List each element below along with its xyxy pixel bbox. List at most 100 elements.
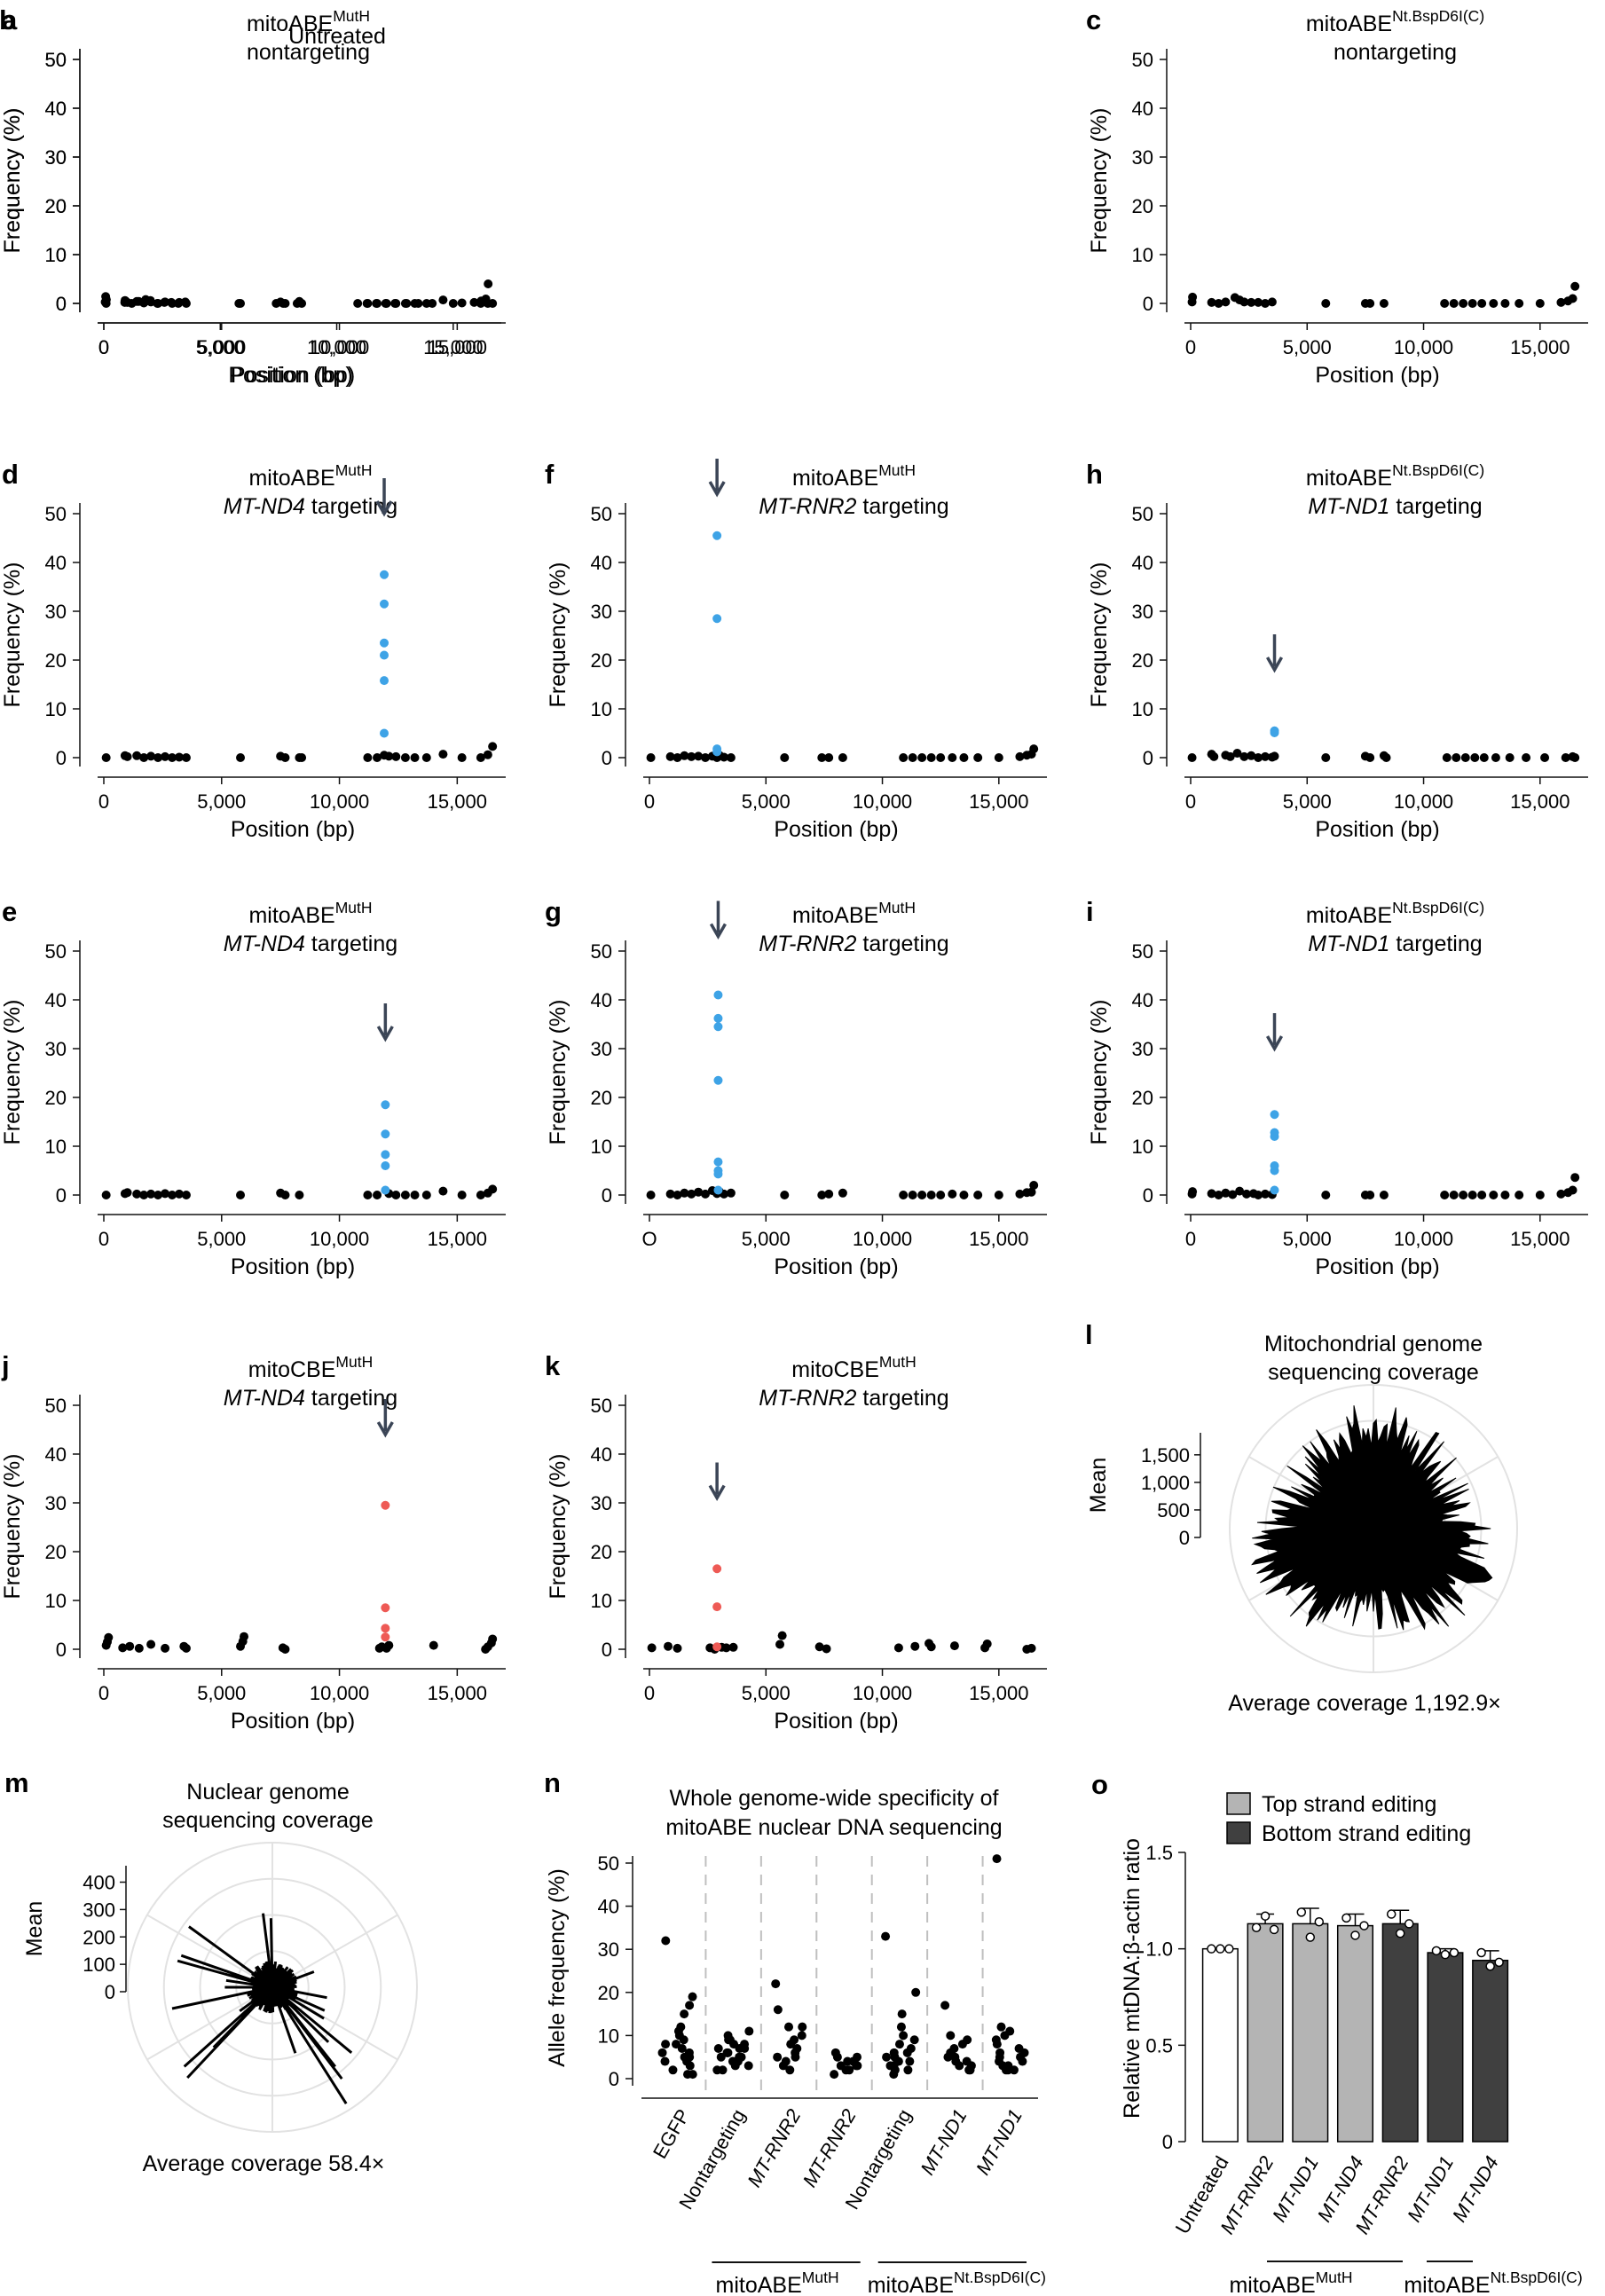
y-tick-label-d: 30 (45, 601, 67, 623)
x-tick-label-j: 0 (98, 1682, 109, 1704)
panel-title-h-part: Nt.BspD6I(C) (1392, 461, 1484, 479)
data-point (791, 2052, 800, 2062)
x-tick-label-i: 5,000 (1283, 1228, 1332, 1250)
x-tick-label-e: 5,000 (197, 1228, 246, 1250)
arrow-head (376, 1026, 394, 1042)
r-axis-label-l: Mean (1086, 1458, 1111, 1514)
data-point (160, 297, 169, 307)
panel-h: h mitoABENt.BspD6I(C)MT-ND1 targeting0102… (1086, 459, 1588, 842)
panel-subtitle-c-part: nontargeting (1334, 40, 1457, 65)
panel-title-l: Mitochondrial genome (1264, 1332, 1483, 1356)
data-point (174, 752, 184, 762)
data-point (1247, 297, 1256, 307)
highlight-point (712, 747, 722, 757)
data-point (428, 299, 437, 308)
data-point (390, 299, 400, 308)
x-tick-label-g: 5,000 (742, 1228, 791, 1250)
y-tick-label-b: 50 (45, 49, 67, 71)
highlight-point (713, 1013, 723, 1023)
data-point (688, 2070, 697, 2080)
category-label: MT-RNR2 (799, 2105, 861, 2190)
r-tick-label-m: 400 (83, 1872, 115, 1894)
data-point (905, 2056, 915, 2066)
legend-entry: Bottom strand editing (1262, 1821, 1471, 1846)
data-point (926, 1642, 936, 1652)
y-tick-label-e: 20 (45, 1087, 67, 1109)
x-tick-label-k: 0 (644, 1682, 655, 1704)
panel-label-a: a (2, 4, 18, 35)
x-tick-label-a: 5,000 (197, 336, 246, 358)
data-point (721, 1643, 731, 1653)
x-tick-label-e: 0 (98, 1228, 109, 1250)
data-point (481, 295, 491, 304)
data-point (236, 753, 246, 762)
data-point (797, 2031, 806, 2040)
panel-subtitle-i-part: MT-ND1 (1308, 932, 1389, 956)
x-tick-label-c: 0 (1185, 336, 1196, 358)
highlight-point (381, 1150, 390, 1160)
data-point (817, 753, 827, 762)
data-point (783, 2022, 793, 2032)
panel-title-j-part: mitoCBE (248, 1357, 336, 1382)
data-point (488, 742, 498, 751)
x-tick-label-g: 15,000 (969, 1228, 1028, 1250)
data-point (1535, 1191, 1545, 1199)
data-point (1321, 1191, 1331, 1199)
data-point (153, 299, 162, 308)
data-point (673, 1643, 682, 1653)
data-point (832, 2052, 842, 2062)
panel-label-d: d (2, 459, 19, 490)
data-point (292, 299, 302, 308)
data-point (726, 753, 736, 762)
x-axis-label-a: Position (bp) (231, 363, 355, 388)
y-tick-label-b: 30 (45, 146, 67, 169)
data-point (1489, 299, 1499, 308)
y-axis-label-h: Frequency (%) (1087, 562, 1112, 708)
bar (1336, 1924, 1374, 2143)
replicate-point (1359, 1921, 1369, 1930)
data-point (429, 1640, 438, 1650)
highlight-point (381, 1624, 390, 1633)
x-tick-label-i: 15,000 (1510, 1228, 1570, 1250)
data-point (687, 1189, 696, 1199)
panel-subtitle-e-part: targeting (305, 932, 397, 956)
coverage-area (1251, 1405, 1493, 1631)
data-point (167, 297, 177, 307)
y-tick-label-d: 50 (45, 503, 67, 525)
y-axis-label-j: Frequency (%) (0, 1454, 25, 1600)
x-tick-label-j: 10,000 (310, 1682, 369, 1704)
data-point (1242, 1189, 1252, 1199)
data-point (484, 279, 493, 288)
data-point (661, 2040, 671, 2049)
replicate-point (1314, 1916, 1325, 1927)
data-point (740, 2043, 750, 2053)
x-tick-label-j: 15,000 (428, 1682, 487, 1704)
panel-title-g: mitoABEMutH (792, 899, 916, 928)
y-tick-label-c: 30 (1132, 146, 1153, 169)
data-point (646, 1191, 656, 1199)
panel-m: m Nuclear genome sequencing coverage 0 100 20… (4, 1767, 418, 2176)
panel-subtitle-f: MT-RNR2 targeting (759, 494, 948, 519)
group-label-part: mitoABE (716, 2273, 802, 2296)
data-point (822, 1644, 831, 1654)
data-point (134, 296, 144, 306)
panel-title-m: Nuclear genome (186, 1780, 349, 1805)
data-point (438, 750, 448, 759)
data-point (955, 2061, 964, 2071)
data-point (104, 1632, 114, 1642)
data-point (373, 1191, 382, 1199)
y-tick-label-e: 40 (45, 989, 67, 1011)
data-point (897, 2009, 907, 2019)
y-tick-label-h: 50 (1132, 503, 1153, 525)
y-tick-label-n: 10 (598, 2025, 619, 2047)
bar (1472, 1959, 1509, 2143)
data-point (973, 753, 983, 762)
data-point (838, 1188, 847, 1198)
data-point (679, 2035, 688, 2045)
data-point (665, 751, 675, 761)
highlight-point (713, 1157, 723, 1167)
data-point (1254, 753, 1263, 762)
data-point (120, 297, 130, 307)
panel-i: i mitoABENt.BspD6I(C)MT-ND1 targeting0102… (1086, 896, 1588, 1279)
highlight-point (380, 728, 389, 738)
